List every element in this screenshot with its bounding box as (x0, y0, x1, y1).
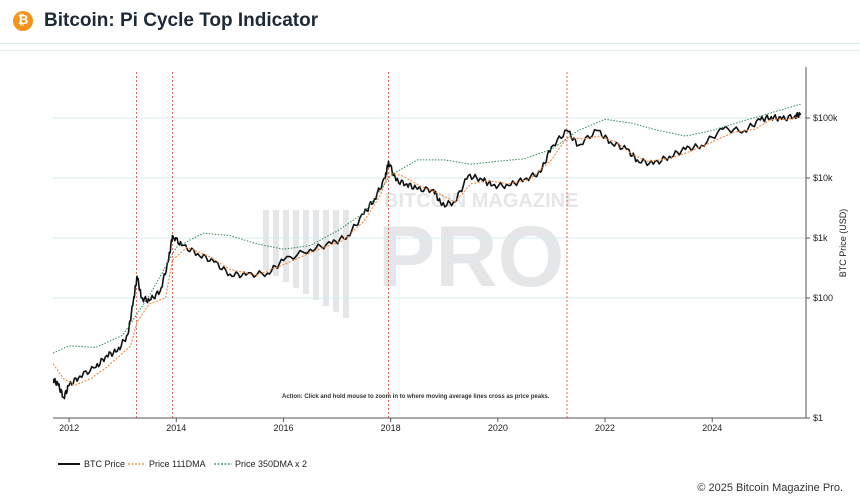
legend[interactable]: BTC Price Price 111DMA Price 350DMA x 2 (58, 459, 307, 469)
y-axis-label: BTC Price (USD) (838, 209, 848, 278)
y-tick-label: $100 (813, 293, 833, 303)
y-tick-label: $100k (813, 113, 838, 123)
x-tick-label: 2024 (702, 423, 722, 433)
page-title: Bitcoin: Pi Cycle Top Indicator (44, 10, 319, 31)
series-line-1 (53, 116, 801, 386)
legend-label-btc-price[interactable]: BTC Price (84, 459, 125, 469)
x-tick-label: 2018 (381, 423, 401, 433)
legend-label-111dma[interactable]: Price 111DMA (149, 459, 206, 469)
y-ticks: $1 $100 $1k $10k $100k (806, 113, 838, 423)
series-line-2 (53, 103, 801, 354)
chart-header: ₿ Bitcoin: Pi Cycle Top Indicator (0, 0, 860, 44)
x-tick-label: 2014 (166, 423, 186, 433)
series-group (53, 103, 802, 400)
watermark: BITCOIN MAGAZINE PRO (263, 190, 578, 318)
cross-lines (136, 72, 568, 418)
chart-frame (0, 50, 860, 500)
legend-label-350dma[interactable]: Price 350DMA x 2 (235, 459, 307, 469)
grid (53, 117, 806, 299)
copyright: © 2025 Bitcoin Magazine Pro. (697, 482, 843, 494)
y-tick-label: $1k (813, 233, 828, 243)
y-tick-label: $10k (813, 173, 833, 183)
bitcoin-icon: ₿ (13, 11, 33, 31)
x-tick-label: 2016 (273, 423, 293, 433)
y-tick-label: $1 (813, 413, 823, 423)
x-tick-label: 2020 (488, 423, 508, 433)
x-ticks: 2012 2014 2016 2018 2020 2022 2024 (59, 418, 722, 433)
x-tick-label: 2022 (595, 423, 615, 433)
x-tick-label: 2012 (59, 423, 79, 433)
watermark-line2: PRO (378, 209, 564, 305)
chart-annotation: Action: Click and hold mouse to zoom in … (282, 394, 550, 400)
watermark-bars-icon (263, 210, 349, 318)
watermark-line1: BITCOIN MAGAZINE (384, 190, 578, 212)
series-line-0 (53, 111, 802, 400)
